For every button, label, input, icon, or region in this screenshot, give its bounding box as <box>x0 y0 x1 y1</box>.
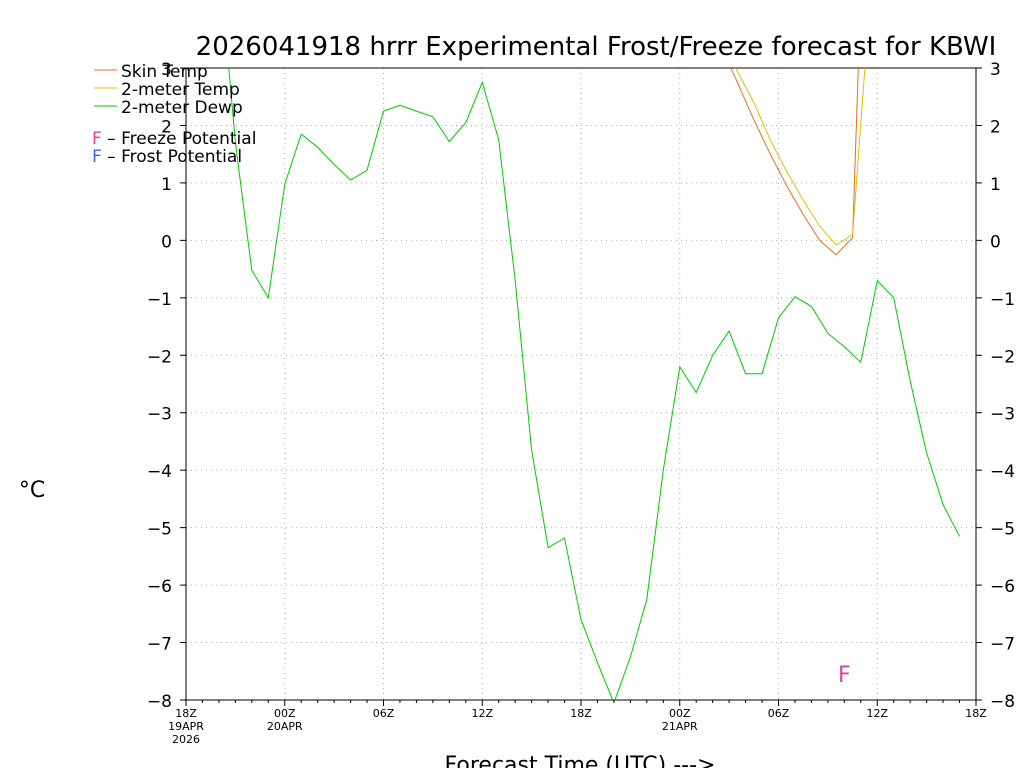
legend-label: Skin Temp <box>121 62 208 82</box>
y-tick-label-right: −7 <box>990 635 1015 655</box>
y-tick-label-right: −4 <box>990 462 1015 482</box>
y-tick-label-left: 3 <box>161 60 172 80</box>
x-tick-date-label: 19APR <box>168 720 204 733</box>
grid-lines <box>186 68 976 700</box>
x-tick-label: 00Z <box>274 707 296 720</box>
potential-text: – Frost Potential <box>102 147 242 167</box>
x-tick-label: 12Z <box>866 707 888 720</box>
y-tick-label-left: −7 <box>147 635 172 655</box>
series-line-2-meter-dewp <box>228 68 960 700</box>
x-tick-label: 06Z <box>373 707 395 720</box>
y-tick-label-right: 1 <box>990 175 1001 195</box>
potential-letter: F <box>92 129 102 149</box>
y-tick-label-right: −6 <box>990 577 1015 597</box>
chart-title: 2026041918 hrrr Experimental Frost/Freez… <box>196 32 997 62</box>
x-tick-year-label: 2026 <box>172 733 200 746</box>
y-tick-label-left: −2 <box>147 347 172 367</box>
freeze-marker: F <box>838 663 851 688</box>
y-tick-label-left: 1 <box>161 175 172 195</box>
x-axis-label: Forecast Time (UTC) ---> <box>445 753 716 768</box>
y-tick-label-left: 0 <box>161 232 172 252</box>
series-line-2-meter-temp <box>735 68 866 246</box>
x-tick-label: 06Z <box>768 707 790 720</box>
y-tick-label-right: 0 <box>990 232 1001 252</box>
y-tick-label-right: −3 <box>990 405 1015 425</box>
potential-markers: F <box>838 663 851 688</box>
x-tick-label: 00Z <box>669 707 691 720</box>
y-tick-label-right: 2 <box>990 117 1001 137</box>
x-tick-label: 12Z <box>471 707 493 720</box>
series-group <box>228 68 960 700</box>
y-tick-label-left: −3 <box>147 405 172 425</box>
x-tick-date-label: 20APR <box>267 720 303 733</box>
legend-label: 2-meter Dewp <box>121 98 243 118</box>
y-tick-label-left: −5 <box>147 520 172 540</box>
y-tick-label-left: −6 <box>147 577 172 597</box>
legend-label: 2-meter Temp <box>121 80 240 100</box>
y-tick-label-right: −5 <box>990 520 1015 540</box>
x-tick-label: 18Z <box>570 707 592 720</box>
y-tick-label-right: 3 <box>990 60 1001 80</box>
y-tick-label-right: −1 <box>990 290 1015 310</box>
x-tick-label: 18Z <box>965 707 987 720</box>
potential-legend-entry: F – Freeze Potential <box>92 129 256 149</box>
y-tick-label-right: −2 <box>990 347 1015 367</box>
potential-text: – Freeze Potential <box>102 129 257 149</box>
x-tick-date-label: 21APR <box>662 720 698 733</box>
y-tick-label-right: −8 <box>990 692 1015 712</box>
potential-legend-entry: F – Frost Potential <box>92 147 242 167</box>
y-axis-label: °C <box>19 478 45 503</box>
y-tick-label-left: −1 <box>147 290 172 310</box>
series-line-skin-temp <box>730 68 859 256</box>
potential-letter: F <box>92 147 102 167</box>
x-tick-label: 18Z <box>175 707 197 720</box>
y-tick-label-left: 2 <box>161 117 172 137</box>
axis-ticks: 3 3 2 2 1 1 0 0 −1 −1 −2 −2 −3 −3 −4 −4 −5 −5 −6 −6 −7 −7 −8 −8… <box>147 60 1015 746</box>
y-tick-label-left: −8 <box>147 692 172 712</box>
y-tick-label-left: −4 <box>147 462 172 482</box>
